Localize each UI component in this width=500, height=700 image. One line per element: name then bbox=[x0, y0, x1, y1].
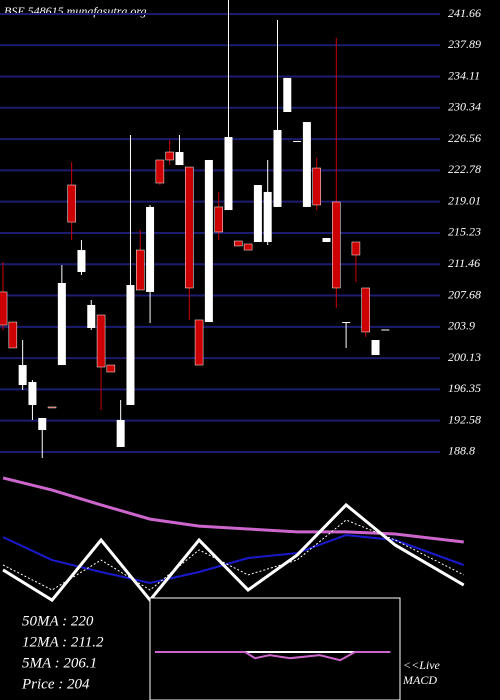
y-tick-label: 196.35 bbox=[448, 381, 481, 395]
candle-body bbox=[312, 167, 321, 206]
y-tick-label: 215.23 bbox=[448, 225, 481, 239]
candle-body bbox=[194, 319, 204, 366]
chart-title: BSE 548615 munafasutra.org bbox=[4, 4, 147, 18]
candle-body bbox=[136, 249, 145, 291]
candle-body bbox=[381, 329, 390, 331]
candle-body bbox=[96, 314, 106, 368]
candle-body bbox=[273, 129, 282, 207]
y-tick-label: 230.34 bbox=[448, 100, 481, 114]
ma-label: 12MA : 211.2 bbox=[22, 634, 104, 650]
candle-body bbox=[8, 321, 18, 349]
candle-body bbox=[361, 287, 370, 333]
candle-body bbox=[67, 184, 76, 223]
indicator-line bbox=[2, 519, 464, 591]
candle-body bbox=[302, 122, 311, 207]
candle-body bbox=[204, 159, 213, 323]
y-tick-label: 226.56 bbox=[448, 131, 481, 145]
candle-body bbox=[263, 191, 272, 243]
candle-body bbox=[185, 166, 194, 289]
macd-label: MACD bbox=[402, 673, 437, 687]
y-tick-label: 207.68 bbox=[448, 287, 481, 301]
macd-label: <<Live bbox=[403, 658, 441, 672]
indicator-line bbox=[2, 502, 465, 603]
indicator-line bbox=[2, 476, 464, 544]
y-tick-label: 237.89 bbox=[448, 37, 481, 51]
candle-body bbox=[126, 284, 135, 405]
candle-body bbox=[87, 304, 96, 328]
y-tick-label: 188.8 bbox=[448, 444, 475, 458]
candle-body bbox=[322, 238, 331, 243]
candle-body bbox=[342, 322, 351, 324]
y-tick-label: 219.01 bbox=[448, 193, 481, 207]
candle-body bbox=[57, 283, 66, 366]
candle-body bbox=[371, 340, 380, 356]
y-tick-label: 200.13 bbox=[448, 350, 481, 364]
candle-body bbox=[18, 365, 27, 385]
ma-label: 50MA : 220 bbox=[22, 613, 94, 629]
candle-body bbox=[332, 201, 341, 289]
candle-body bbox=[28, 382, 37, 405]
y-tick-label: 203.9 bbox=[448, 319, 475, 333]
y-tick-label: 211.46 bbox=[448, 256, 480, 270]
candle-body bbox=[165, 151, 174, 161]
macd-box bbox=[149, 597, 401, 700]
y-tick-label: 222.78 bbox=[448, 162, 481, 176]
ma-label: 5MA : 206.1 bbox=[22, 655, 97, 671]
candle-body bbox=[175, 152, 184, 166]
candle-body bbox=[243, 243, 253, 251]
candle-body bbox=[253, 185, 262, 243]
indicator-line bbox=[154, 651, 391, 662]
candle-body bbox=[283, 77, 292, 113]
candle-body bbox=[224, 137, 233, 211]
candle-body bbox=[293, 141, 302, 143]
y-tick-label: 241.66 bbox=[448, 6, 481, 20]
candle-body bbox=[106, 364, 116, 373]
candle-body bbox=[0, 291, 8, 326]
candle-body bbox=[234, 240, 243, 247]
y-tick-label: 234.11 bbox=[448, 68, 480, 82]
candle-body bbox=[116, 419, 125, 447]
candle-body bbox=[351, 241, 361, 256]
y-tick-label: 192.58 bbox=[448, 412, 481, 426]
candle-body bbox=[38, 417, 47, 430]
candle-body bbox=[214, 206, 223, 233]
ma-label: Price : 204 bbox=[21, 676, 90, 692]
candle-body bbox=[77, 250, 86, 272]
candle-body bbox=[155, 159, 165, 184]
candle-body bbox=[146, 206, 155, 292]
candle-body bbox=[47, 406, 57, 409]
